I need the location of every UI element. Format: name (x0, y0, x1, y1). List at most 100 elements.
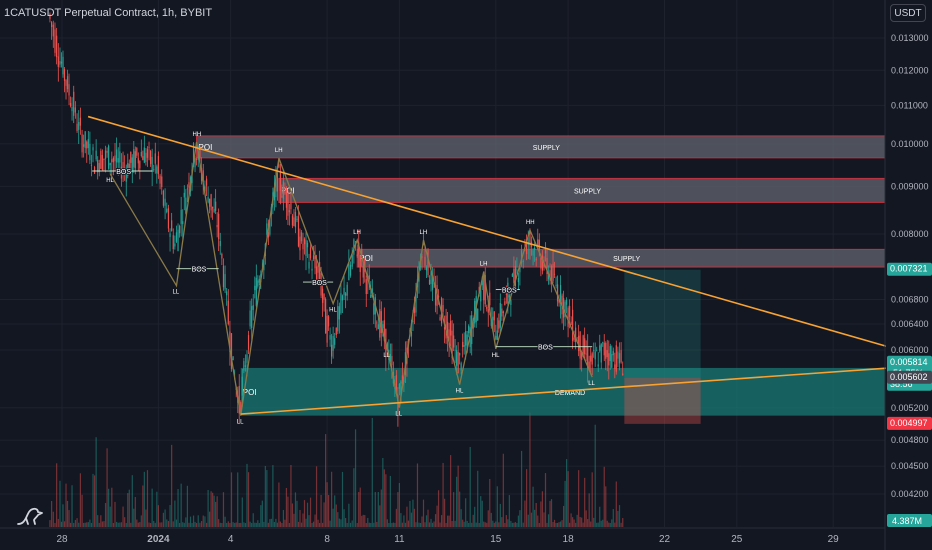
candle-body (249, 310, 251, 327)
candle-body (600, 343, 602, 363)
candle-body (285, 188, 288, 208)
candle-body (93, 167, 96, 174)
volume-bar (218, 519, 220, 527)
candle-body (182, 221, 184, 225)
candle-body (254, 285, 256, 291)
volume-bar (609, 522, 611, 527)
candle-body (537, 239, 539, 248)
candle-body (594, 351, 596, 360)
candle-body (529, 230, 531, 246)
symbol-title: 1CATUSDT Perpetual Contract, 1h, BYBIT (4, 7, 213, 19)
volume-bar (578, 470, 580, 527)
volume-bar (166, 519, 168, 527)
price-tick-label: 0.004800 (891, 435, 929, 445)
candle-body (215, 201, 217, 211)
price-tick-label: 0.005200 (891, 403, 929, 413)
candle-body (437, 295, 440, 298)
volume-bar (611, 519, 613, 527)
volume-bar (93, 475, 96, 527)
volume-bar (216, 496, 218, 527)
time-axis[interactable]: 28 2024 4 8 11 15 18 22 25 29 (0, 0, 886, 550)
volume-bar (416, 463, 419, 527)
volume-bar (49, 520, 51, 527)
volume-bar (92, 473, 94, 527)
candle-body (326, 315, 328, 343)
price-tags: 0.0073210.005814-51.75%38:560.0056020.00… (887, 262, 932, 527)
candle-body (269, 219, 271, 235)
volume-bar (413, 508, 416, 527)
candlestick-series (49, 12, 624, 427)
candle-body (389, 353, 391, 362)
volume-bar (180, 483, 182, 527)
volume-bar (514, 522, 516, 527)
price-tick-label: 0.011000 (891, 100, 928, 110)
volume-bar (597, 522, 599, 527)
volume-bar (213, 495, 215, 527)
volume-bar (315, 466, 318, 527)
volume-bar (197, 515, 199, 527)
candle-body (213, 208, 215, 212)
candle-body (513, 268, 515, 283)
volume-bar (456, 476, 458, 527)
volume-bar (346, 522, 348, 527)
currency-button[interactable]: USDT (890, 4, 926, 22)
candle-body (98, 163, 100, 172)
time-tick-label: 2024 (147, 534, 170, 545)
long-position-tool[interactable] (624, 269, 701, 424)
volume-bar (392, 522, 394, 527)
volume-bar (481, 500, 483, 527)
volume-bar (400, 513, 402, 527)
candle-body (354, 241, 357, 243)
volume-bar (237, 472, 239, 527)
volume-bar (338, 518, 340, 527)
volume-bar (358, 492, 360, 527)
volume-bar (524, 500, 526, 527)
candle-body (65, 80, 67, 86)
volume-bar (318, 522, 321, 527)
candle-body (320, 273, 322, 296)
structure-label: LL (172, 290, 179, 296)
volume-bar (154, 522, 156, 527)
candle-body (106, 151, 108, 153)
volume-bar (87, 522, 89, 527)
volume-bar (117, 522, 119, 527)
volume-bar (302, 513, 304, 527)
volume-bar (407, 520, 410, 527)
candle-body (569, 306, 571, 317)
candle-body (219, 240, 221, 247)
volume-bar (588, 493, 590, 527)
candle-body (133, 149, 135, 168)
candle-body (299, 236, 301, 251)
volume-bar (145, 509, 147, 527)
volume-bar (331, 471, 333, 527)
volume-bar (297, 521, 300, 527)
candle-body (79, 117, 82, 126)
candle-body (305, 240, 307, 256)
trendlines[interactable]: BOS BOS BOS BOS BOS (87, 115, 900, 416)
volume-bar (175, 519, 178, 527)
candle-body (555, 284, 557, 286)
candle-body (169, 233, 171, 237)
volume-bar (614, 522, 616, 527)
volume-bar (89, 519, 91, 527)
price-tag-text: 0.007321 (890, 264, 928, 274)
tradingview-logo-icon[interactable] (16, 504, 46, 526)
candle-body (282, 181, 285, 199)
volume-bar (287, 496, 289, 527)
candle-body (593, 350, 595, 351)
candle-body (546, 257, 548, 274)
volume-bar (475, 522, 477, 527)
volume-bar (593, 517, 595, 527)
volume-bar (157, 505, 159, 527)
volume-bar (59, 480, 61, 527)
candle-body (540, 257, 542, 269)
candle-body (460, 363, 462, 371)
volume-bar (293, 513, 295, 527)
candle-body (450, 320, 452, 336)
volume-bar (543, 512, 545, 527)
candle-body (338, 306, 340, 320)
candle-body (57, 56, 59, 67)
volume-bar (97, 515, 99, 527)
